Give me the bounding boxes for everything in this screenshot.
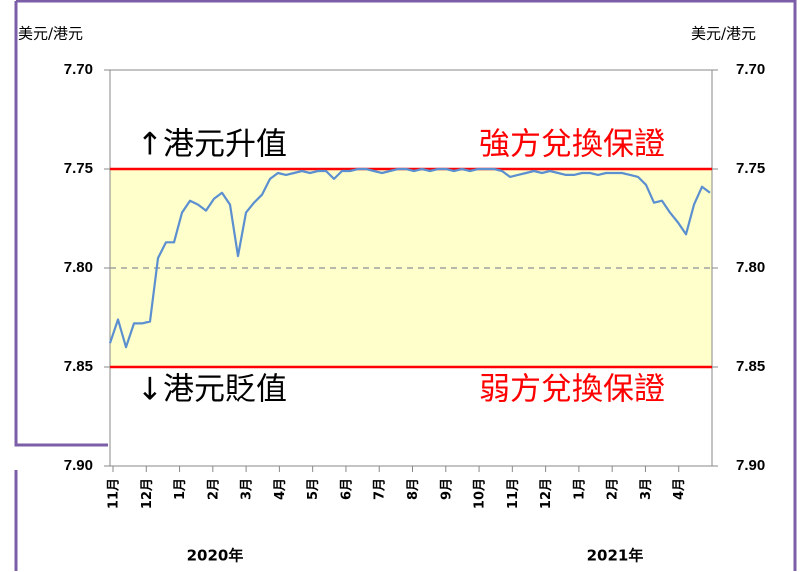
x-tick-label: 3月 [639,478,654,500]
annotation: 弱方兌換保證 [479,372,665,408]
y2-tick-label: 7.75 [736,160,765,177]
x-tick-label: 3月 [240,478,255,500]
y-tick-label: 7.85 [64,358,93,375]
y2-tick-label: 7.85 [736,358,765,375]
x-tick-label: 6月 [339,478,354,500]
y-tick-label: 7.70 [64,61,93,78]
x-tick-label: 1月 [173,478,188,500]
annotation: ↑港元升值 [137,127,287,163]
x-tick-label: 12月 [539,478,554,509]
y-tick-label: 7.90 [64,457,93,474]
x-tick-label: 4月 [672,478,687,500]
y-unit-left: 美元/港元 [18,25,83,43]
x-tick-label: 4月 [273,478,288,500]
x-tick-label: 11月 [506,478,521,509]
x-tick-label: 9月 [439,478,454,500]
x-tick-label: 10月 [473,478,488,509]
x-tick-label: 7月 [373,478,388,500]
x-tick-label: 1月 [572,478,587,500]
x-tick-label: 2月 [606,478,621,500]
y-unit-right: 美元/港元 [691,25,756,43]
x-tick-label: 11月 [107,478,122,509]
y-tick-label: 7.75 [64,160,93,177]
annotation: 強方兌換保證 [479,127,665,163]
x-tick-label: 5月 [306,478,321,500]
y2-tick-label: 7.70 [736,61,765,78]
y-tick-label: 7.80 [64,259,93,276]
x-tick-label: 12月 [140,478,155,509]
series-line [108,167,711,349]
year-label: 2021年 [587,547,644,565]
y2-tick-label: 7.90 [736,457,765,474]
y2-tick-label: 7.80 [736,259,765,276]
x-tick-label: 2月 [206,478,221,500]
year-label: 2020年 [187,547,244,565]
x-tick-label: 8月 [406,478,421,500]
annotation: ↓港元貶值 [137,372,287,408]
frame [14,0,797,571]
